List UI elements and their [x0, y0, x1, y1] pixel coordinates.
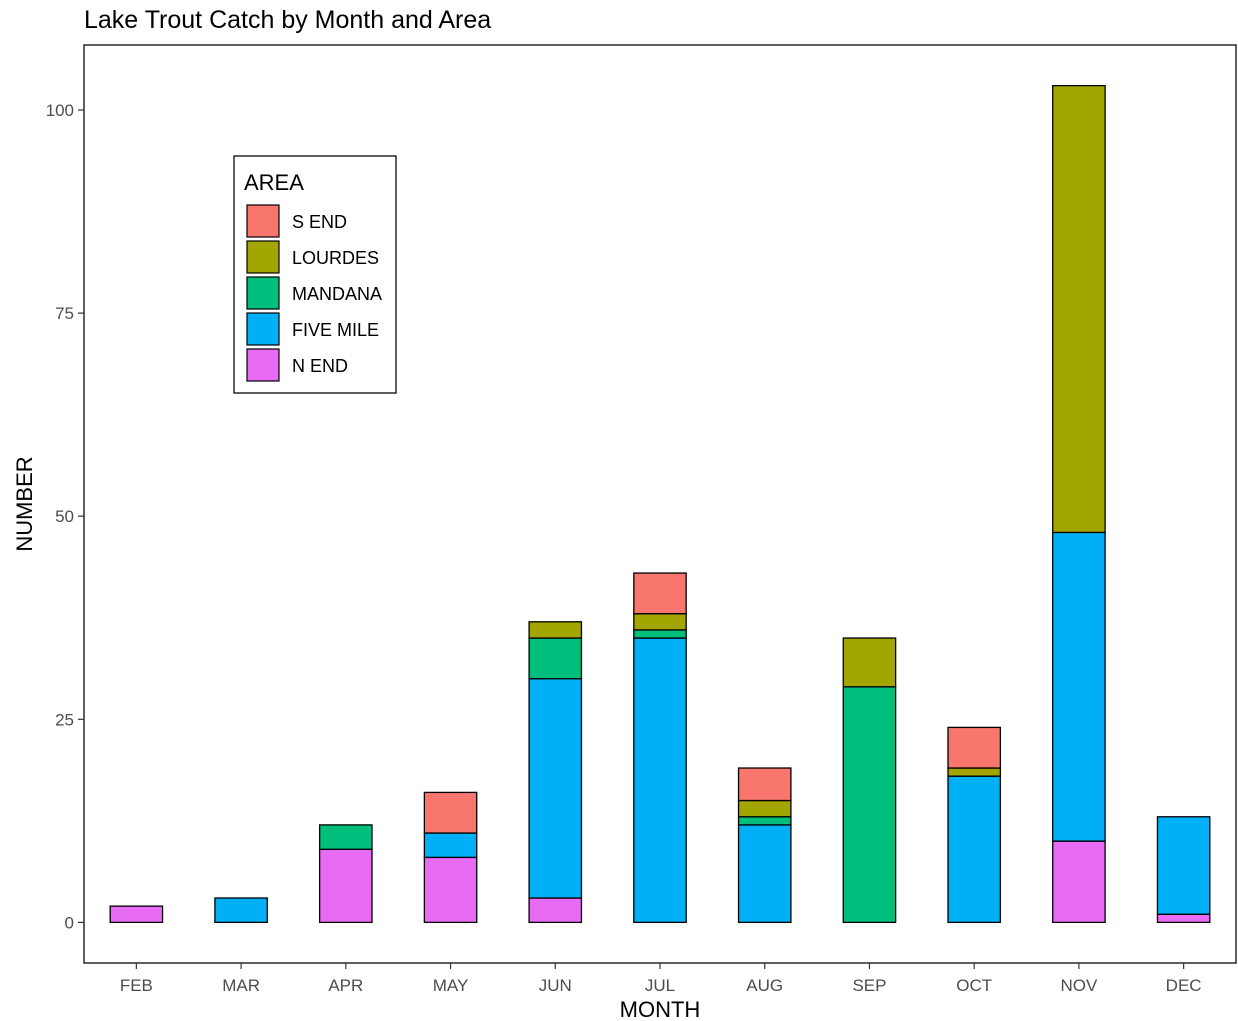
- x-tick-label-feb: FEB: [120, 976, 153, 995]
- legend-swatch-five-mile: [246, 312, 280, 346]
- bar-jul-s-end: [633, 572, 687, 615]
- bar-jul-five-mile: [633, 637, 687, 924]
- x-axis-title: MONTH: [620, 997, 701, 1021]
- x-tick-label-dec: DEC: [1166, 976, 1202, 995]
- bar-jun-mandana: [528, 637, 583, 680]
- bar-apr-mandana: [318, 824, 373, 850]
- legend-label-n-end: N END: [292, 356, 348, 376]
- legend-label-lourdes: LOURDES: [292, 248, 379, 268]
- bar-may-n-end: [423, 856, 478, 924]
- bar-aug-s-end: [737, 767, 792, 802]
- legend: AREA S END LOURDES MANDANA FIVE MILE N END: [233, 155, 397, 394]
- bar-aug-five-mile: [737, 824, 792, 924]
- y-tick-label: 50: [55, 507, 74, 526]
- bar-jun-n-end: [528, 897, 583, 924]
- bar-may-five-mile: [423, 832, 478, 859]
- bar-feb-n-end: [109, 905, 164, 924]
- bar-nov-five-mile: [1052, 531, 1106, 842]
- legend-label-five-mile: FIVE MILE: [292, 320, 379, 340]
- bar-dec-n-end: [1156, 913, 1211, 924]
- x-tick-label-sep: SEP: [852, 976, 886, 995]
- y-tick-label: 100: [46, 101, 74, 120]
- bar-aug-mandana: [737, 816, 792, 826]
- y-tick-label: 75: [55, 304, 74, 323]
- x-tick-label-jul: JUL: [645, 976, 675, 995]
- legend-swatch-n-end: [246, 348, 280, 382]
- legend-label-mandana: MANDANA: [292, 284, 382, 304]
- legend-title: AREA: [244, 170, 304, 195]
- x-axis: FEB MAR APR MAY JUN JUL AUG SEP OCT NOV DEC: [120, 963, 1202, 995]
- legend-label-s-end: S END: [292, 212, 347, 232]
- x-tick-label-mar: MAR: [222, 976, 260, 995]
- bar-jun-lourdes: [528, 621, 583, 639]
- y-axis: 0 25 50 75 100: [46, 101, 84, 932]
- bar-aug-lourdes: [737, 799, 792, 818]
- y-axis-title: NUMBER: [12, 456, 37, 551]
- bar-oct-lourdes: [947, 767, 1002, 777]
- legend-swatch-s-end: [246, 204, 280, 238]
- bar-nov-n-end: [1052, 840, 1106, 924]
- bar-oct-s-end: [947, 726, 1002, 769]
- chart-title: Lake Trout Catch by Month and Area: [84, 6, 491, 34]
- bar-apr-n-end: [318, 848, 373, 924]
- bar-mar-five-mile: [214, 897, 268, 924]
- x-tick-label-jun: JUN: [539, 976, 572, 995]
- x-tick-label-may: MAY: [433, 976, 469, 995]
- x-tick-label-apr: APR: [328, 976, 363, 995]
- bar-dec-five-mile: [1156, 816, 1211, 915]
- bar-may-s-end: [423, 791, 478, 834]
- bars: [109, 84, 1211, 924]
- x-tick-label-aug: AUG: [746, 976, 783, 995]
- y-tick-label: 25: [55, 710, 74, 729]
- legend-swatch-lourdes: [246, 240, 280, 274]
- bar-jun-five-mile: [528, 678, 583, 899]
- bar-jul-mandana: [633, 629, 687, 639]
- bar-nov-lourdes: [1052, 84, 1106, 534]
- bar-sep-mandana: [842, 686, 897, 924]
- x-tick-label-nov: NOV: [1060, 976, 1098, 995]
- bar-oct-five-mile: [947, 775, 1002, 924]
- legend-swatch-mandana: [246, 276, 280, 310]
- bar-sep-lourdes: [842, 637, 897, 688]
- x-tick-label-oct: OCT: [956, 976, 992, 995]
- bar-jul-lourdes: [633, 613, 687, 631]
- y-tick-label: 0: [65, 913, 74, 932]
